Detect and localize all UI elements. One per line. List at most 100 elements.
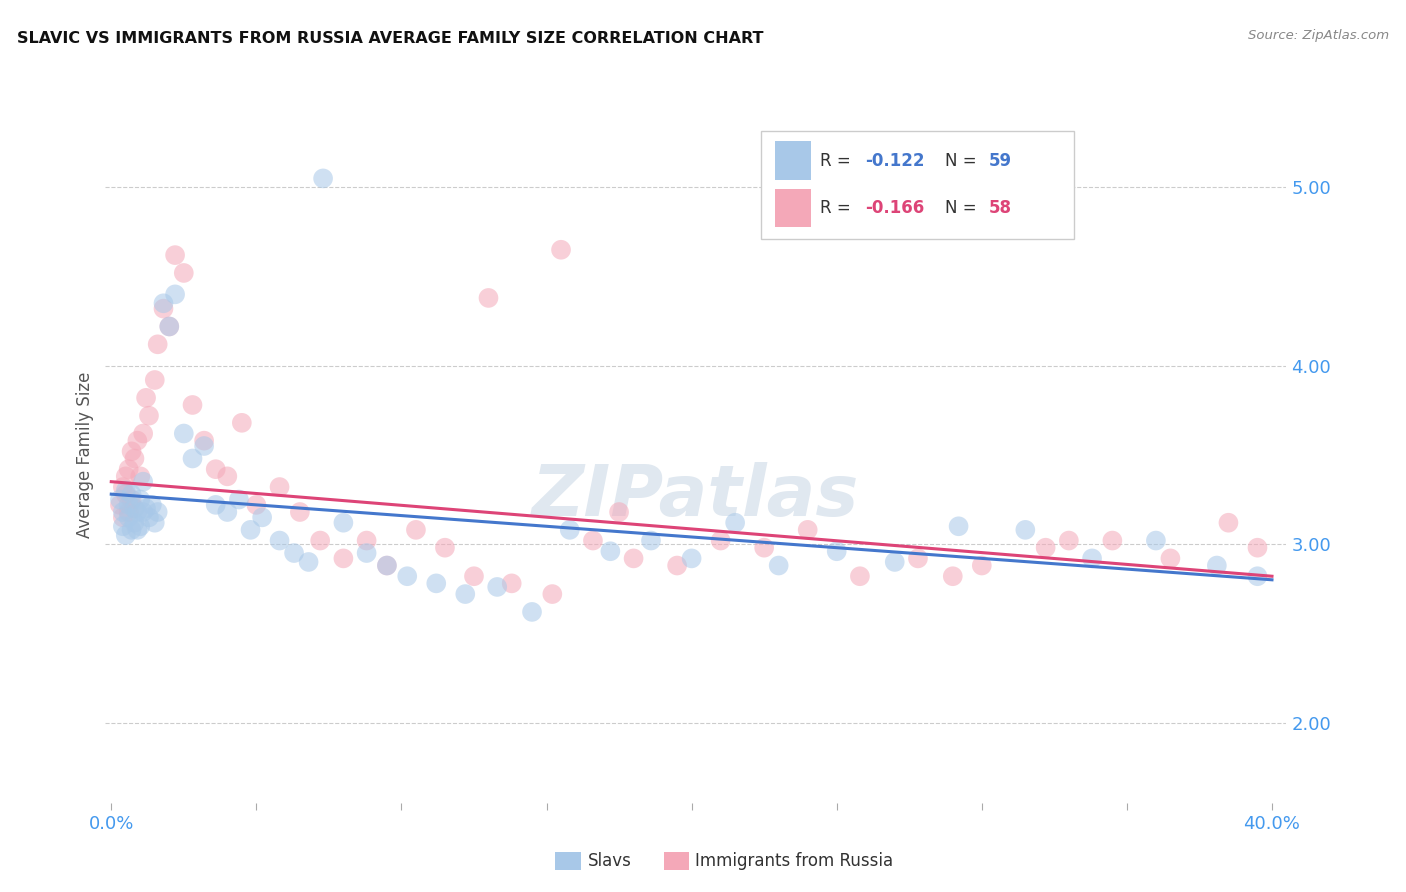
Point <box>607 505 630 519</box>
Point <box>231 416 253 430</box>
Point <box>269 533 291 548</box>
Point <box>141 498 163 512</box>
Point <box>193 439 215 453</box>
Text: -0.122: -0.122 <box>865 152 924 169</box>
Point <box>849 569 872 583</box>
Point <box>332 516 354 530</box>
Point <box>724 516 747 530</box>
Point <box>146 337 169 351</box>
Point <box>463 569 485 583</box>
Point <box>288 505 311 519</box>
Point <box>204 462 226 476</box>
Point <box>283 546 305 560</box>
Point <box>121 492 143 507</box>
Point <box>942 569 965 583</box>
Point <box>582 533 605 548</box>
Point <box>454 587 477 601</box>
Point <box>640 533 662 548</box>
Point <box>297 555 319 569</box>
Point <box>425 576 447 591</box>
Point <box>396 569 419 583</box>
Point <box>558 523 581 537</box>
Point <box>883 555 905 569</box>
Point <box>152 296 174 310</box>
Point <box>127 434 149 448</box>
Point <box>1081 551 1104 566</box>
Point <box>356 546 378 560</box>
Point <box>332 551 354 566</box>
Point <box>405 523 427 537</box>
Point <box>541 587 564 601</box>
Point <box>132 426 155 441</box>
Point <box>138 409 160 423</box>
Point <box>356 533 378 548</box>
Point <box>1057 533 1080 548</box>
Point <box>111 505 134 519</box>
FancyBboxPatch shape <box>761 131 1074 239</box>
Point <box>681 551 703 566</box>
Point <box>312 171 335 186</box>
Point <box>1014 523 1036 537</box>
Point <box>217 469 239 483</box>
Point <box>1101 533 1123 548</box>
Point <box>121 523 143 537</box>
Point <box>152 301 174 316</box>
Text: Slavs: Slavs <box>588 852 631 870</box>
Point <box>1246 569 1268 583</box>
Point <box>1205 558 1227 573</box>
Point <box>129 492 152 507</box>
Text: SLAVIC VS IMMIGRANTS FROM RUSSIA AVERAGE FAMILY SIZE CORRELATION CHART: SLAVIC VS IMMIGRANTS FROM RUSSIA AVERAGE… <box>17 31 763 46</box>
Point <box>132 475 155 489</box>
Point <box>108 492 131 507</box>
Point <box>550 243 572 257</box>
Point <box>132 505 155 519</box>
Point <box>796 523 818 537</box>
Point <box>245 498 267 512</box>
Point <box>157 319 180 334</box>
Point <box>124 451 146 466</box>
Point <box>114 528 136 542</box>
Point <box>114 483 136 498</box>
Point <box>118 462 141 476</box>
Point <box>309 533 332 548</box>
Point <box>375 558 398 573</box>
Point <box>118 505 141 519</box>
Point <box>623 551 645 566</box>
Point <box>157 319 180 334</box>
Point <box>768 558 790 573</box>
Point <box>146 505 169 519</box>
Point <box>599 544 621 558</box>
Point <box>217 505 239 519</box>
Point <box>165 248 187 262</box>
Point <box>111 519 134 533</box>
Bar <box>775 189 810 227</box>
Point <box>193 434 215 448</box>
Text: 58: 58 <box>988 199 1012 217</box>
Point <box>127 505 149 519</box>
Point <box>173 266 195 280</box>
Point <box>111 510 134 524</box>
Point <box>1159 551 1181 566</box>
Point <box>124 516 146 530</box>
Point <box>1246 541 1268 555</box>
Point <box>1035 541 1057 555</box>
Text: R =: R = <box>820 152 856 169</box>
Point <box>907 551 929 566</box>
Text: Source: ZipAtlas.com: Source: ZipAtlas.com <box>1249 29 1389 42</box>
Point <box>129 469 152 483</box>
Point <box>138 510 160 524</box>
Point <box>143 516 166 530</box>
Point <box>1144 533 1167 548</box>
Point <box>204 498 226 512</box>
Text: ZIPatlas: ZIPatlas <box>533 462 859 531</box>
Point <box>173 426 195 441</box>
Point <box>710 533 733 548</box>
Point <box>114 487 136 501</box>
Text: N =: N = <box>945 199 981 217</box>
Text: N =: N = <box>945 152 981 169</box>
Point <box>486 580 509 594</box>
Point <box>375 558 398 573</box>
Point <box>754 541 776 555</box>
Point <box>501 576 523 591</box>
Point <box>181 451 204 466</box>
